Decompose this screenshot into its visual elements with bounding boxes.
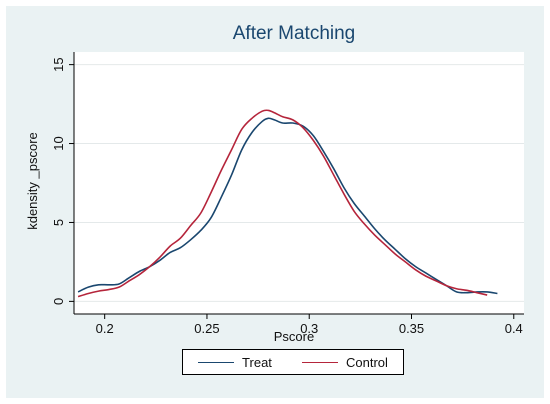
axes	[69, 52, 524, 319]
legend-label-control: Control	[346, 354, 388, 370]
legend-swatch-treat	[198, 361, 235, 363]
grid-lines	[74, 64, 524, 302]
legend-item-treat: Treat	[198, 355, 272, 370]
plot-area	[74, 52, 524, 314]
legend-swatch-control	[302, 361, 339, 363]
y-tick-label: 10	[51, 136, 66, 150]
x-axis-title: Pscore	[274, 329, 314, 344]
x-tick-label: 0.3	[300, 321, 318, 336]
series-line-control	[77, 109, 488, 298]
series-lines	[77, 109, 498, 298]
tick-labels: 0.2 0.25 0.3 0.35 0.4 0 5 10 15	[51, 57, 523, 336]
x-tick-label: 0.4	[505, 321, 523, 336]
legend-label-treat: Treat	[242, 354, 272, 370]
legend: Treat Control	[182, 349, 404, 375]
chart-svg: After Matching 0.2 0.25 0.3 0.35 0.4 0 5 10 15 P…	[25, 23, 524, 344]
legend-item-control: Control	[302, 355, 388, 370]
chart-figure: After Matching 0.2 0.25 0.3 0.35 0.4 0 5 10 15 P…	[6, 6, 544, 398]
chart-title: After Matching	[233, 23, 356, 44]
x-tick-label: 0.2	[96, 321, 114, 336]
y-tick-label: 0	[51, 298, 66, 305]
x-tick-label: 0.35	[399, 321, 424, 336]
x-tick-label: 0.25	[194, 321, 219, 336]
y-tick-label: 15	[51, 57, 66, 71]
y-tick-label: 5	[51, 219, 66, 226]
y-axis-title: kdensity _pscore	[25, 132, 40, 230]
